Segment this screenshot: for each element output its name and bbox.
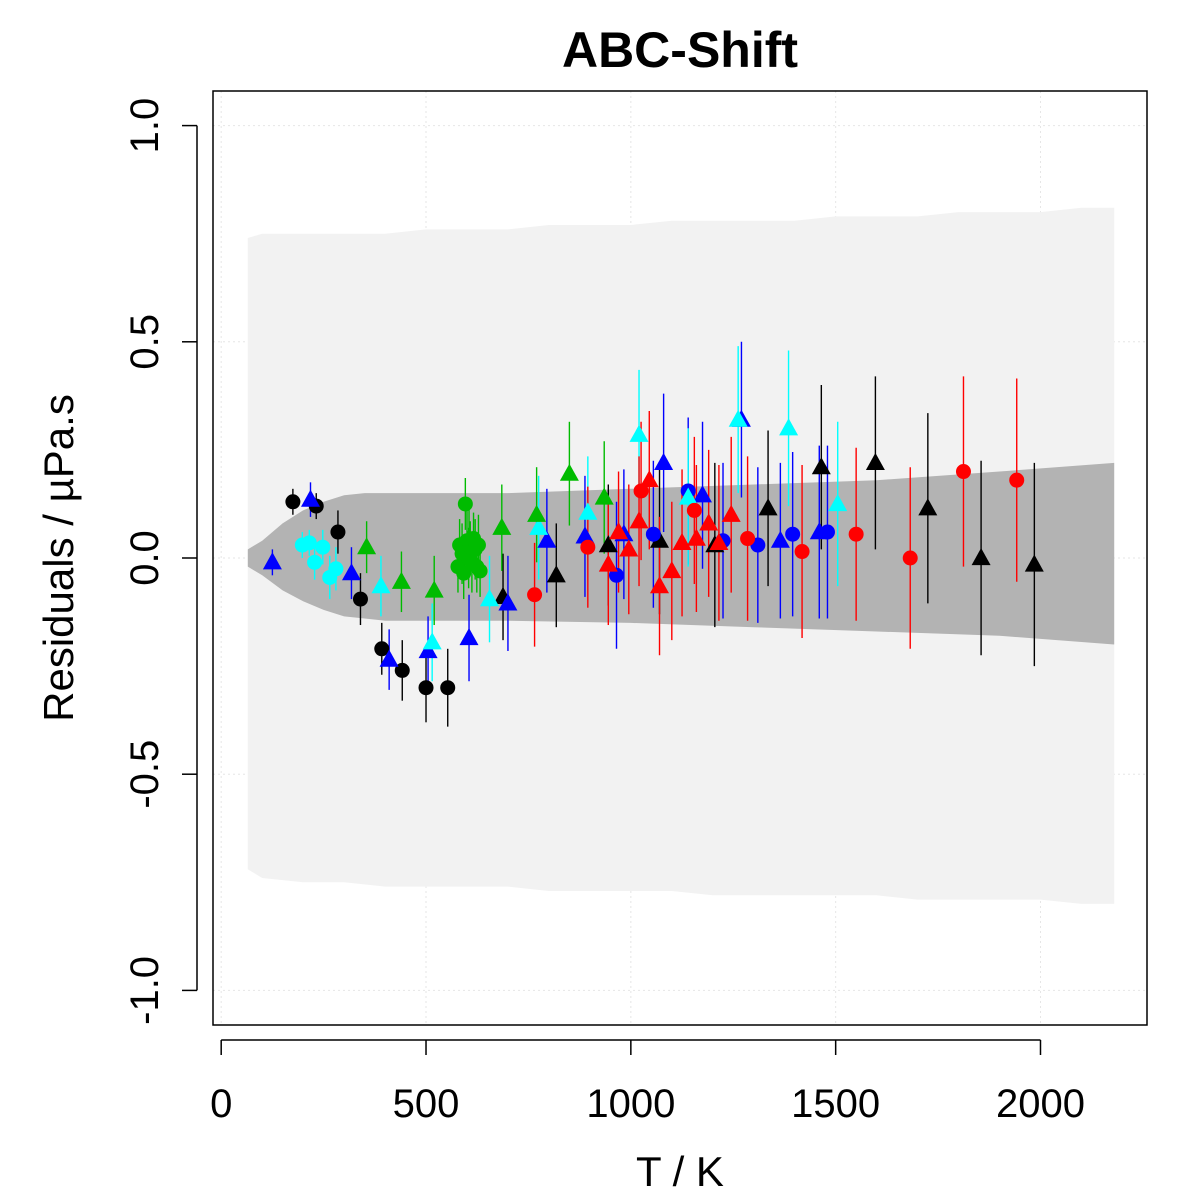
data-point-triangle xyxy=(529,517,549,535)
x-tick-label: 1500 xyxy=(791,1082,880,1126)
data-point-circle xyxy=(472,563,488,579)
data-point-triangle xyxy=(650,576,669,594)
data-point-triangle xyxy=(459,628,479,646)
data-point-circle xyxy=(470,537,486,553)
data-point-triangle xyxy=(629,424,649,442)
data-point-triangle xyxy=(650,530,669,548)
data-point-circle xyxy=(902,550,918,566)
data-point-triangle xyxy=(498,593,518,611)
data-point-circle xyxy=(848,526,864,542)
x-tick-label: 500 xyxy=(393,1082,460,1126)
data-point-triangle xyxy=(709,532,729,550)
data-point-triangle xyxy=(371,576,391,594)
data-point-triangle xyxy=(480,589,499,607)
data-point-triangle xyxy=(828,494,848,512)
data-point-triangle xyxy=(262,552,282,570)
data-point-triangle xyxy=(578,502,598,520)
data-point-triangle xyxy=(1024,554,1044,572)
data-point-circle xyxy=(645,526,661,542)
data-point-triangle xyxy=(357,537,377,555)
x-axis-label: T / K xyxy=(636,1148,724,1195)
data-point-triangle xyxy=(918,498,938,516)
data-point-triangle xyxy=(424,580,444,598)
y-axis-label: Residuals / µPa.s xyxy=(35,394,82,722)
data-point-circle xyxy=(440,680,456,696)
data-point-triangle xyxy=(301,489,320,507)
data-point-triangle xyxy=(379,649,399,667)
x-tick-label: 1000 xyxy=(586,1082,675,1126)
data-point-circle xyxy=(955,464,971,480)
data-point-triangle xyxy=(418,641,438,659)
data-point-triangle xyxy=(559,463,579,481)
data-point-circle xyxy=(374,641,390,657)
data-point-circle xyxy=(352,591,368,607)
data-point-circle xyxy=(794,544,810,560)
data-point-triangle xyxy=(391,571,411,589)
data-point-triangle xyxy=(672,532,692,550)
data-point-circle xyxy=(527,587,543,603)
plot-frame xyxy=(212,90,1148,1026)
data-point-triangle xyxy=(971,548,991,566)
y-tick-label: -0.5 xyxy=(123,740,167,809)
data-point-circle xyxy=(686,502,702,518)
data-point-triangle xyxy=(619,539,639,557)
data-point-triangle xyxy=(654,452,674,470)
data-point-circle xyxy=(418,680,434,696)
data-point-circle xyxy=(740,531,756,547)
data-point-circle xyxy=(315,539,331,555)
data-point-circle xyxy=(456,565,472,581)
data-point-triangle xyxy=(770,530,790,548)
y-tick-label: -1.0 xyxy=(123,956,167,1025)
x-tick-label: 0 xyxy=(210,1082,232,1126)
y-tick-label: 1.0 xyxy=(123,98,167,154)
data-point-triangle xyxy=(598,535,618,553)
x-tick-label: 2000 xyxy=(996,1082,1085,1126)
y-tick-label: 0.5 xyxy=(123,314,167,370)
data-point-triangle xyxy=(598,554,618,572)
data-point-circle xyxy=(285,494,301,510)
data-point-triangle xyxy=(609,522,629,540)
data-point-circle xyxy=(580,539,596,555)
data-point-circle xyxy=(785,526,801,542)
data-point-circle xyxy=(1009,472,1025,488)
data-point-circle xyxy=(307,554,323,570)
data-point-triangle xyxy=(678,487,698,505)
data-point-triangle xyxy=(629,511,649,529)
data-point-triangle xyxy=(811,457,831,475)
data-point-circle xyxy=(328,561,344,577)
data-point-triangle xyxy=(865,452,885,470)
data-point-triangle xyxy=(575,526,595,544)
data-point-triangle xyxy=(728,409,748,427)
chart-title: ABC-Shift xyxy=(562,22,798,78)
data-point-circle xyxy=(330,524,346,540)
data-point-triangle xyxy=(537,530,557,548)
data-point-triangle xyxy=(594,487,614,505)
data-point-circle xyxy=(819,524,835,540)
data-point-triangle xyxy=(492,517,512,535)
data-point-triangle xyxy=(699,513,719,531)
data-point-triangle xyxy=(527,504,547,522)
data-point-triangle xyxy=(721,504,741,522)
data-point-triangle xyxy=(693,485,712,503)
data-point-triangle xyxy=(662,561,682,579)
data-point-triangle xyxy=(422,632,442,650)
y-tick-label: 0.0 xyxy=(123,530,167,586)
data-point-triangle xyxy=(639,470,659,488)
data-point-triangle xyxy=(686,528,706,546)
data-point-circle xyxy=(457,496,473,512)
data-point-triangle xyxy=(342,563,361,581)
data-point-triangle xyxy=(546,565,566,583)
data-point-triangle xyxy=(758,498,778,516)
data-point-circle xyxy=(301,535,317,551)
data-point-triangle xyxy=(779,418,799,436)
